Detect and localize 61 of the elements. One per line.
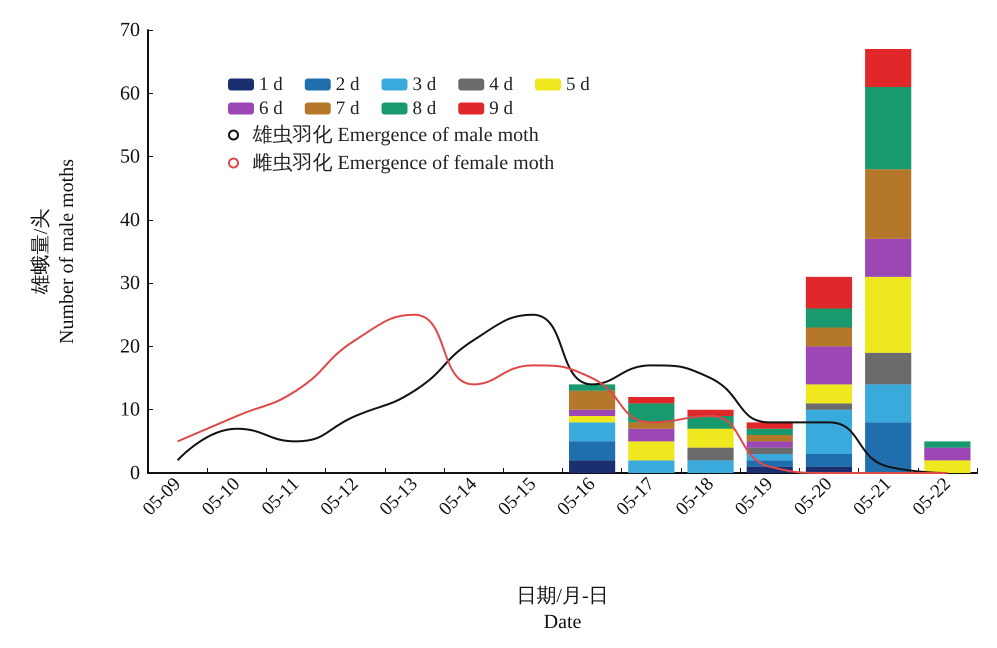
bar bbox=[806, 276, 852, 308]
legend-label: 7 d bbox=[336, 98, 360, 119]
bar bbox=[687, 448, 734, 460]
y-tick-label: 30 bbox=[120, 272, 140, 294]
y-tick-label: 20 bbox=[120, 335, 140, 358]
bar bbox=[628, 403, 674, 422]
bar bbox=[806, 454, 852, 467]
legend-label: 雄虫羽化 Emergence of male moth bbox=[252, 124, 539, 146]
bar bbox=[924, 441, 970, 448]
bar bbox=[746, 454, 793, 460]
y-tick-label: 60 bbox=[120, 82, 140, 104]
bar bbox=[569, 422, 616, 442]
bar bbox=[865, 276, 912, 353]
bar bbox=[806, 403, 852, 410]
bar bbox=[924, 448, 970, 460]
legend-label: 9 d bbox=[489, 98, 514, 119]
bar bbox=[746, 441, 793, 448]
legend-label: 6 d bbox=[259, 98, 284, 119]
bar bbox=[865, 422, 912, 473]
bar bbox=[806, 327, 852, 346]
bar bbox=[924, 460, 970, 473]
legend-label: 4 d bbox=[489, 74, 514, 95]
bar bbox=[687, 460, 734, 473]
legend-label: 雌虫羽化 Emergence of female moth bbox=[252, 152, 554, 174]
y-tick-label: 50 bbox=[120, 146, 140, 168]
legend-label: 2 d bbox=[336, 74, 360, 95]
bar bbox=[628, 397, 674, 404]
bar bbox=[865, 384, 912, 422]
bar bbox=[806, 346, 852, 384]
bar bbox=[865, 169, 912, 239]
bar bbox=[746, 435, 793, 442]
legend-label: 3 d bbox=[412, 74, 437, 95]
y-tick-label: 0 bbox=[130, 462, 140, 484]
bar bbox=[806, 384, 852, 404]
bar bbox=[746, 428, 793, 436]
bar bbox=[806, 410, 852, 454]
bar bbox=[569, 390, 616, 410]
bar bbox=[569, 441, 616, 460]
bar bbox=[746, 448, 793, 454]
bar bbox=[865, 48, 912, 87]
bar bbox=[628, 460, 674, 473]
y-tick-label: 40 bbox=[120, 208, 140, 231]
bar bbox=[865, 238, 912, 277]
x-axis-title: 日期/月-日 Date bbox=[516, 585, 609, 633]
y-axis-title: 雄蛾量/头 Number of male moths bbox=[30, 158, 78, 344]
y-tick-label: 10 bbox=[120, 398, 140, 421]
bar bbox=[569, 416, 616, 422]
bar bbox=[806, 308, 852, 328]
bar bbox=[687, 410, 734, 416]
y-tick-label: 70 bbox=[120, 19, 140, 41]
bar bbox=[687, 428, 734, 448]
legend-label: 1 d bbox=[259, 74, 284, 95]
legend-label: 8 d bbox=[412, 98, 437, 119]
bar bbox=[569, 460, 616, 473]
bar bbox=[865, 352, 912, 384]
bar bbox=[569, 410, 616, 416]
bar bbox=[628, 422, 674, 429]
bar bbox=[628, 428, 674, 442]
legend-label: 5 d bbox=[566, 74, 590, 95]
bar bbox=[628, 441, 674, 460]
bar bbox=[865, 86, 912, 170]
